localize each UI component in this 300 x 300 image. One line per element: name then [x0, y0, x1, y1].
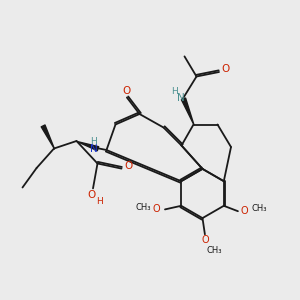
Text: O: O — [87, 190, 96, 200]
Text: CH₃: CH₃ — [135, 203, 151, 212]
Text: O: O — [221, 64, 230, 74]
Text: N: N — [90, 144, 98, 154]
Text: O: O — [123, 86, 131, 97]
Text: CH₃: CH₃ — [251, 204, 267, 213]
Text: O: O — [152, 204, 160, 214]
Text: O: O — [241, 206, 249, 216]
Text: H: H — [171, 87, 177, 96]
Text: N: N — [177, 93, 184, 103]
Text: H: H — [91, 136, 97, 146]
Text: O: O — [201, 235, 209, 245]
Text: H: H — [96, 196, 103, 206]
Text: O: O — [124, 160, 132, 171]
Text: CH₃: CH₃ — [206, 246, 222, 255]
